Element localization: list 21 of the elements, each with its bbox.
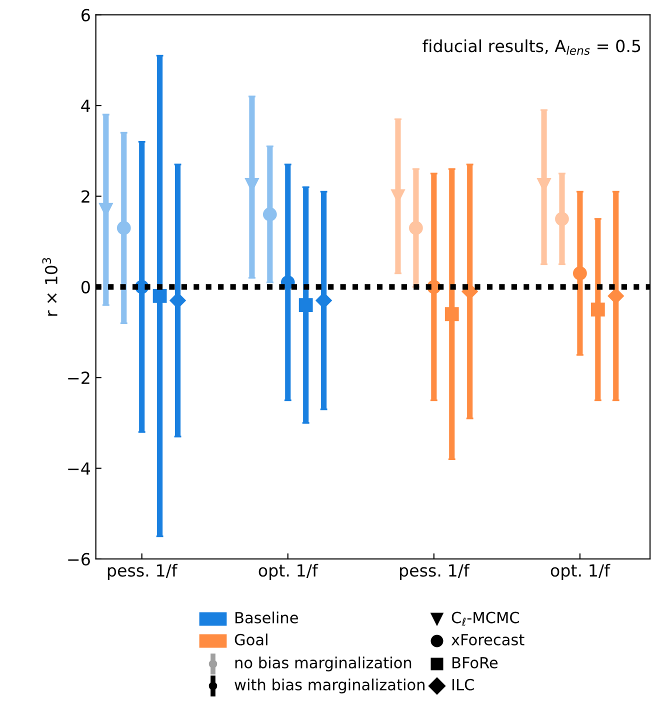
annotation: fiducial results, A$_{lens}$ = 0.5 [422, 39, 640, 55]
y-tick-label: 0 [81, 280, 90, 294]
text: ILC [452, 678, 474, 690]
text: with bias marginalization [234, 678, 424, 694]
text: Baseline [236, 612, 298, 624]
y-tick-label: −4 [68, 462, 90, 475]
y-tick-label: −2 [68, 372, 90, 384]
y-tick-label: 2 [82, 190, 90, 203]
y-axis-title: r × 10$^{3}$ [42, 258, 58, 316]
x-tick-label: pess. 1/f [108, 564, 178, 580]
text: no bias marginalization [235, 656, 412, 672]
x-tick-label: pess. 1/f [400, 564, 470, 580]
y-tick-label: 4 [81, 100, 90, 112]
y-tick-label: 6 [82, 8, 90, 22]
text: xForecast [451, 634, 524, 646]
x-tick-label: opt. 1/f [550, 564, 610, 580]
y-tick-label: −6 [68, 552, 90, 566]
text: C$_{ℓ}$-MCMC [452, 612, 520, 626]
x-tick-label: opt. 1/f [258, 564, 318, 580]
text: BFoRe [452, 657, 498, 668]
text: Goal [234, 634, 268, 646]
